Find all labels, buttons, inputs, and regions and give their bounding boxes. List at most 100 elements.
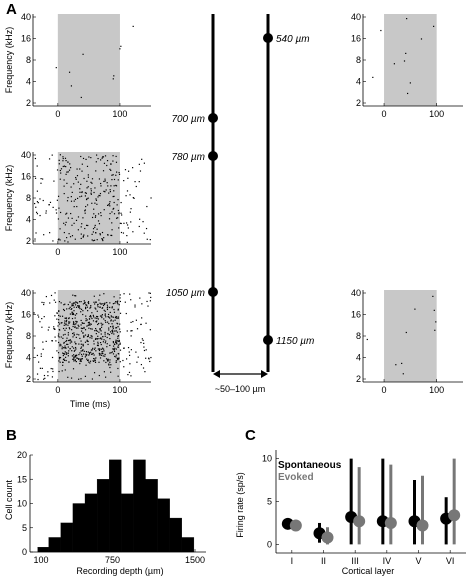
spike xyxy=(55,209,57,211)
spike xyxy=(115,315,117,318)
spike xyxy=(67,355,69,357)
spike xyxy=(393,63,395,65)
spike xyxy=(79,352,81,354)
spike xyxy=(83,335,85,338)
spike xyxy=(87,310,89,312)
spike xyxy=(99,233,101,235)
spike xyxy=(82,322,84,324)
spike xyxy=(94,358,96,360)
spike xyxy=(141,158,143,160)
spike xyxy=(68,322,70,325)
spike xyxy=(123,347,125,349)
spike xyxy=(406,18,408,20)
spike xyxy=(113,190,115,192)
spike xyxy=(128,371,131,374)
spike xyxy=(86,339,88,341)
spike xyxy=(68,327,70,329)
spike xyxy=(91,378,94,380)
spike xyxy=(90,192,92,194)
spike xyxy=(102,335,104,338)
spike xyxy=(59,345,61,347)
spike xyxy=(75,301,77,303)
spike xyxy=(113,296,115,298)
spike xyxy=(87,235,89,237)
spike xyxy=(33,312,35,314)
spike xyxy=(109,201,111,203)
spike xyxy=(101,157,103,159)
spike xyxy=(86,198,88,200)
spike xyxy=(84,356,86,358)
spike xyxy=(119,323,121,325)
spike xyxy=(95,329,97,331)
spike xyxy=(84,375,87,377)
spike xyxy=(63,222,65,224)
raster-xlabel: Time (ms) xyxy=(70,399,110,409)
firing-ylabel: Firing rate (sp/s) xyxy=(235,472,245,538)
panel-letter-c: C xyxy=(245,427,256,444)
spike xyxy=(149,239,151,241)
spike xyxy=(40,353,42,355)
spike xyxy=(70,308,72,310)
spike xyxy=(102,355,104,357)
spike xyxy=(61,370,63,372)
spike xyxy=(57,239,59,241)
spike xyxy=(63,309,66,312)
spike xyxy=(107,358,109,360)
spike xyxy=(95,301,97,303)
spike xyxy=(77,181,79,183)
spike xyxy=(72,323,74,325)
spike xyxy=(68,169,71,171)
firing-ytick-label: 0 xyxy=(267,539,272,549)
spike xyxy=(93,191,95,194)
spike xyxy=(135,351,137,353)
spike xyxy=(71,305,73,307)
spike xyxy=(89,360,92,362)
spike xyxy=(414,308,416,310)
spike xyxy=(78,305,80,307)
spike xyxy=(99,337,101,340)
spike xyxy=(150,197,152,199)
spike xyxy=(45,340,47,342)
raster-xtick-label-left-780: 0 xyxy=(55,247,60,257)
spike xyxy=(90,190,92,192)
spike xyxy=(114,302,116,304)
spike xyxy=(145,322,147,324)
spike xyxy=(113,333,115,335)
stimulus-window-left-780 xyxy=(57,152,120,244)
raster-ytick-label-left-1050: 40 xyxy=(21,288,31,298)
spike xyxy=(90,306,92,308)
spike xyxy=(83,234,85,236)
spike xyxy=(105,340,107,342)
spike xyxy=(67,171,69,173)
spike xyxy=(83,177,85,180)
firing-xtick-label: IV xyxy=(383,556,392,566)
spike xyxy=(143,342,145,344)
spike xyxy=(119,312,122,314)
spacing-label: ~50–100 µm xyxy=(215,384,265,394)
spike xyxy=(62,165,64,168)
hist-bar xyxy=(48,537,61,553)
hist-bar xyxy=(121,493,134,553)
spike xyxy=(117,309,119,311)
spike xyxy=(102,353,104,355)
raster-ytick-label-right-540: 8 xyxy=(356,55,361,65)
spike xyxy=(56,312,58,314)
spike xyxy=(37,316,40,318)
spike xyxy=(109,337,111,340)
spike xyxy=(94,307,96,309)
spike xyxy=(62,156,64,158)
spike xyxy=(113,201,115,204)
spike xyxy=(87,321,90,324)
spacing-arrow-head-right xyxy=(261,370,268,378)
spike xyxy=(51,154,53,156)
depth-label-700: 700 µm xyxy=(171,114,205,125)
raster-ytick-label-right-540: 2 xyxy=(356,98,361,108)
spike xyxy=(109,306,111,309)
spike xyxy=(62,361,64,363)
spike xyxy=(75,327,78,329)
spike xyxy=(73,302,75,304)
spike xyxy=(109,311,111,314)
spike xyxy=(136,361,138,363)
spike xyxy=(88,321,90,323)
